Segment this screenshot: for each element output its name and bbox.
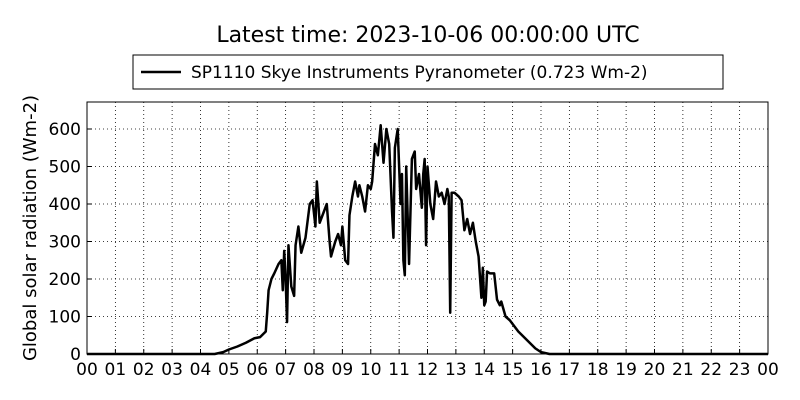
x-tick-label: 21: [672, 360, 694, 380]
x-tick-label: 20: [644, 360, 666, 380]
chart-title: Latest time: 2023-10-06 00:00:00 UTC: [216, 23, 639, 48]
x-tick-label: 09: [332, 360, 354, 380]
x-tick-label: 00: [76, 360, 98, 380]
y-tick-label: 400: [49, 195, 81, 215]
x-tick-label: 12: [417, 360, 439, 380]
x-tick-label: 19: [615, 360, 637, 380]
y-tick-label: 0: [70, 345, 81, 365]
x-tick-label: 08: [303, 360, 325, 380]
x-tick-label: 14: [473, 360, 495, 380]
legend-label: SP1110 Skye Instruments Pyranometer (0.7…: [191, 63, 648, 83]
x-tick-label: 17: [559, 360, 581, 380]
x-tick-label: 16: [530, 360, 552, 380]
x-tick-label: 22: [700, 360, 722, 380]
y-tick-label: 300: [49, 233, 81, 253]
x-tick-label: 02: [133, 360, 155, 380]
x-tick-label: 15: [502, 360, 524, 380]
y-tick-label: 100: [49, 308, 81, 328]
x-tick-label: 04: [190, 360, 212, 380]
plot-frame: [86, 101, 769, 355]
y-axis-label: Global solar radiation (Wm-2): [20, 95, 41, 361]
legend-box: [132, 54, 724, 90]
x-tick-label: 11: [388, 360, 410, 380]
y-tick-label: 500: [49, 158, 81, 178]
data-line: [87, 124, 768, 356]
x-tick-label: 13: [445, 360, 467, 380]
x-tick-label: 10: [360, 360, 382, 380]
x-tick-label: 03: [161, 360, 183, 380]
x-tick-label: 05: [218, 360, 240, 380]
x-tick-label: 01: [105, 360, 127, 380]
x-tick-label: 07: [275, 360, 297, 380]
y-tick-label: 200: [49, 270, 81, 290]
x-tick-label: 06: [246, 360, 268, 380]
x-tick-label: 18: [587, 360, 609, 380]
y-tick-label: 600: [49, 120, 81, 140]
x-tick-label: 23: [729, 360, 751, 380]
x-tick-label: 00: [757, 360, 779, 380]
